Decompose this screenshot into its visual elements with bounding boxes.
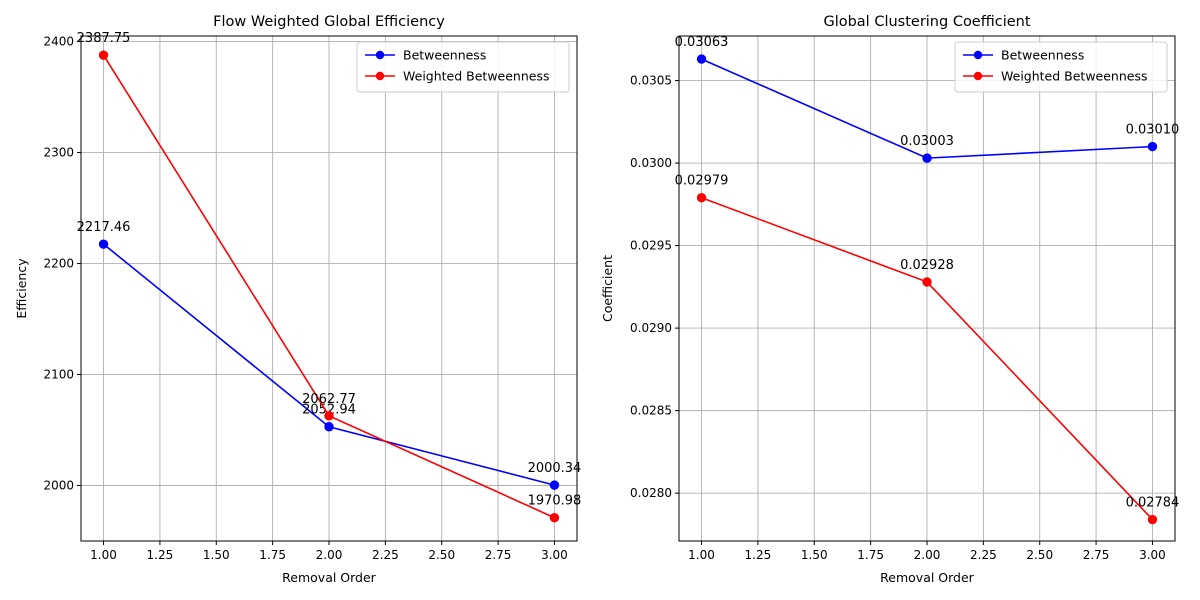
legend-marker-0 bbox=[973, 50, 983, 60]
data-point bbox=[324, 411, 334, 421]
efficiency-chart: 1.00 1.25 1.50 1.75 2.00 2.25 2.50 2.75 3.00 2000… bbox=[14, 14, 581, 585]
y-tick-label: 2000 bbox=[43, 479, 74, 493]
y-tick-label: 0.0300 bbox=[630, 156, 672, 170]
data-label: 0.02784 bbox=[1126, 496, 1180, 511]
x-tick-label: 3.00 bbox=[1139, 548, 1166, 562]
legend-label-1: Weighted Betweenness bbox=[403, 69, 549, 84]
y-tick-label: 2400 bbox=[43, 35, 74, 49]
data-label: 2217.46 bbox=[77, 220, 131, 235]
data-point bbox=[98, 50, 109, 60]
data-point bbox=[324, 422, 334, 432]
legend-box bbox=[954, 41, 1168, 93]
legend-marker-1 bbox=[375, 71, 385, 81]
data-label: 0.02928 bbox=[900, 258, 954, 273]
data-label: 2000.34 bbox=[528, 461, 582, 476]
data-point bbox=[549, 513, 560, 523]
x-tick-label: 1.50 bbox=[203, 548, 230, 562]
x-tick-label: 2.25 bbox=[970, 548, 997, 562]
x-tick-label: 1.00 bbox=[688, 548, 715, 562]
legend-label-0: Betweenness bbox=[1001, 48, 1084, 63]
x-axis-label: Removal Order bbox=[880, 570, 975, 585]
y-tick-label: 2100 bbox=[43, 368, 74, 382]
plot-frame bbox=[80, 35, 578, 542]
data-label: 2052.94 bbox=[302, 403, 356, 418]
data-point bbox=[1147, 514, 1158, 525]
x-tick-label: 2.00 bbox=[914, 548, 941, 562]
data-point bbox=[922, 153, 932, 163]
y-tick-label: 2300 bbox=[43, 146, 74, 160]
y-tick-label: 2200 bbox=[43, 257, 74, 271]
chart-title: Flow Weighted Global Efficiency bbox=[213, 14, 445, 30]
data-point bbox=[549, 480, 560, 490]
legend-marker-1 bbox=[973, 71, 983, 81]
legend: Betweenness Weighted Betweenness bbox=[356, 41, 570, 93]
legend-label-0: Betweenness bbox=[403, 48, 486, 63]
x-tick-label: 1.50 bbox=[801, 548, 828, 562]
chart-title: Global Clustering Coefficient bbox=[823, 14, 1030, 30]
y-tick-label: 0.0280 bbox=[630, 486, 672, 500]
x-tick-label: 2.50 bbox=[1026, 548, 1053, 562]
data-label: 2387.75 bbox=[77, 31, 131, 46]
plot-frame bbox=[678, 35, 1176, 542]
x-tick-label: 2.25 bbox=[372, 548, 399, 562]
data-label: 0.02979 bbox=[675, 174, 729, 189]
y-tick-label: 0.0290 bbox=[630, 321, 672, 335]
legend-marker-0 bbox=[375, 50, 385, 60]
x-tick-label: 1.25 bbox=[745, 548, 772, 562]
data-label: 1970.98 bbox=[528, 494, 582, 509]
legend: Betweenness Weighted Betweenness bbox=[954, 41, 1168, 93]
y-axis-label: Coefficient bbox=[600, 255, 615, 322]
clustering-coefficient-chart: 1.00 1.25 1.50 1.75 2.00 2.25 2.50 2.75 3.00 0.02… bbox=[600, 14, 1179, 585]
y-axis-label: Efficiency bbox=[14, 258, 29, 319]
y-tick-label: 0.0285 bbox=[630, 404, 672, 418]
data-point bbox=[98, 239, 109, 249]
x-tick-label: 3.00 bbox=[541, 548, 568, 562]
legend-box bbox=[356, 41, 570, 93]
x-axis-label: Removal Order bbox=[282, 570, 377, 585]
x-tick-label: 1.25 bbox=[147, 548, 174, 562]
data-point bbox=[1147, 141, 1158, 152]
data-point bbox=[696, 193, 707, 203]
data-label: 2062.77 bbox=[302, 392, 356, 407]
x-tick-label: 1.75 bbox=[259, 548, 286, 562]
x-tick-label: 2.75 bbox=[1083, 548, 1110, 562]
data-point bbox=[696, 54, 707, 64]
y-tick-label: 0.0305 bbox=[630, 74, 672, 88]
x-tick-label: 2.50 bbox=[428, 548, 455, 562]
legend-label-1: Weighted Betweenness bbox=[1001, 69, 1147, 84]
y-tick-label: 0.0295 bbox=[630, 239, 672, 253]
data-point bbox=[922, 277, 932, 287]
data-label: 0.03003 bbox=[900, 134, 954, 149]
data-label: 0.03010 bbox=[1126, 123, 1180, 138]
x-tick-label: 1.75 bbox=[857, 548, 884, 562]
x-tick-label: 1.00 bbox=[90, 548, 117, 562]
x-tick-label: 2.75 bbox=[485, 548, 512, 562]
data-label: 0.03063 bbox=[675, 35, 729, 50]
x-tick-label: 2.00 bbox=[316, 548, 343, 562]
